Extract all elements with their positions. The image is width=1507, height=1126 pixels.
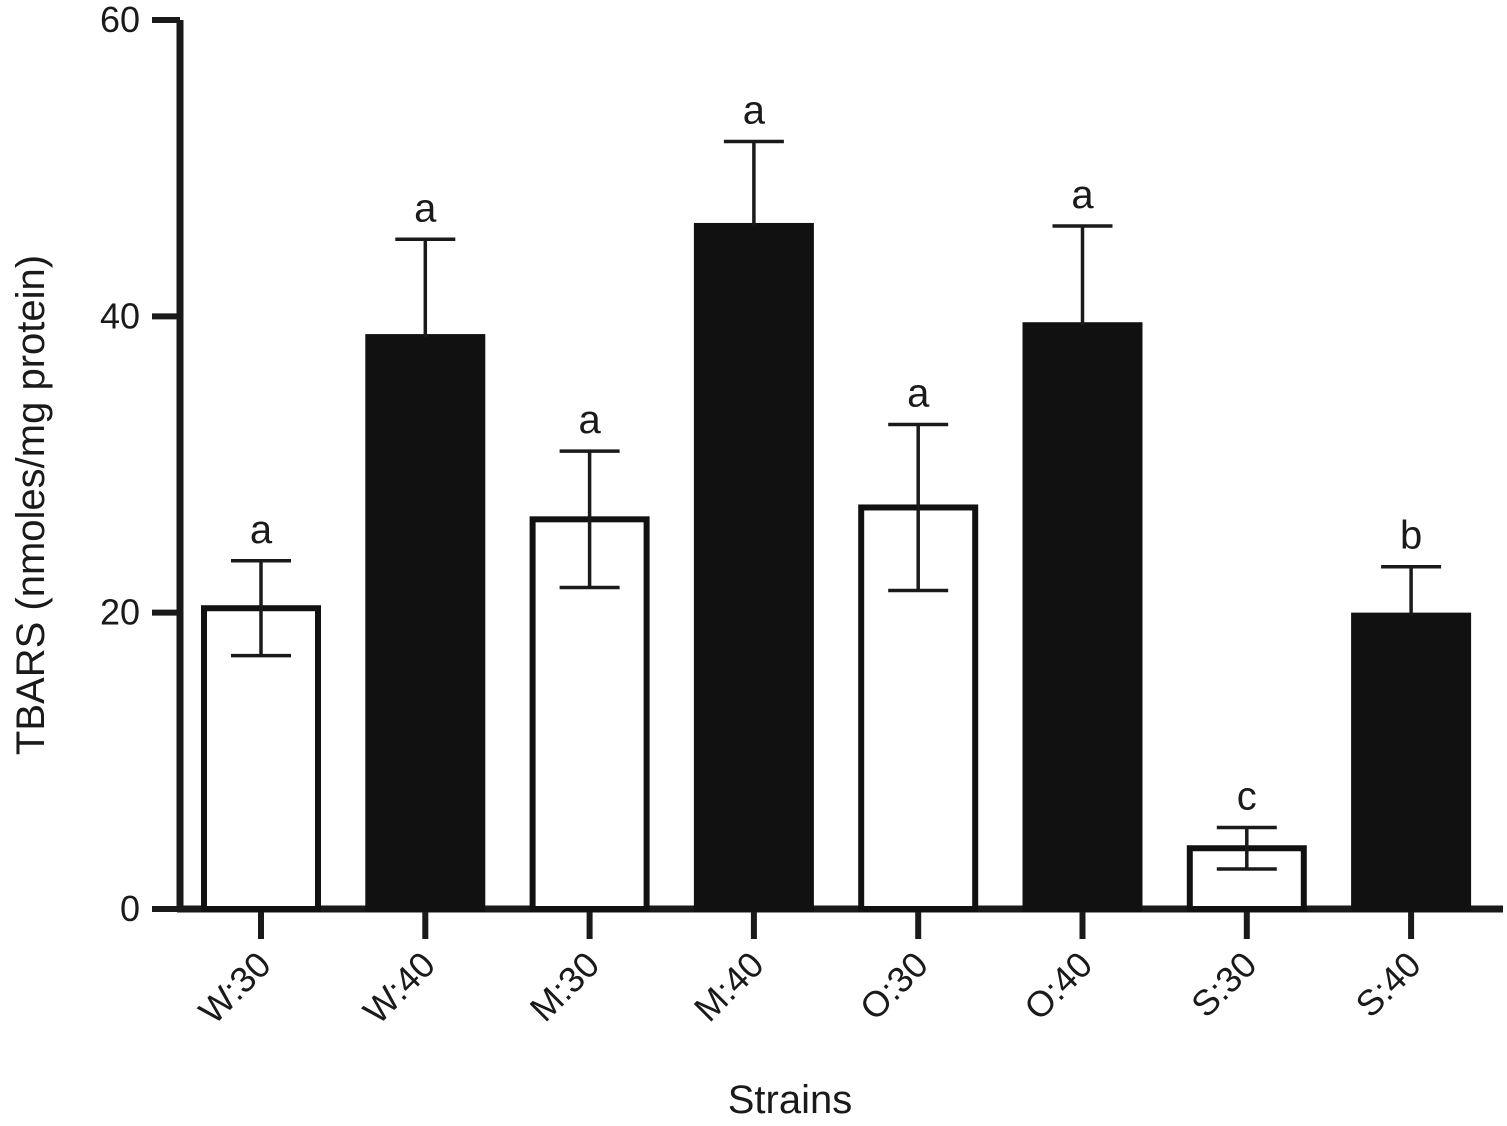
y-axis-title: TBARS (nmoles/mg protein)	[9, 255, 53, 755]
significance-label: c	[1237, 775, 1257, 819]
significance-label: a	[1071, 173, 1094, 217]
y-tick-label: 60	[100, 0, 140, 40]
x-tick-label: M:30	[522, 944, 608, 1030]
bar	[201, 605, 321, 912]
y-tick-label: 20	[100, 592, 140, 633]
axes	[152, 17, 1503, 939]
significance-label: a	[414, 186, 437, 230]
significance-label: a	[578, 398, 601, 442]
bar	[1022, 322, 1143, 912]
significance-label: b	[1400, 514, 1422, 558]
x-tick-label: S:40	[1347, 944, 1428, 1025]
bars: a a a a a a c b	[201, 88, 1472, 912]
significance-label: a	[907, 371, 930, 415]
x-tick-label: O:40	[1016, 944, 1100, 1028]
x-tick-label: W:30	[191, 944, 279, 1032]
x-axis-title: Strains	[728, 1078, 853, 1122]
bar	[693, 222, 814, 912]
x-tick-label: M:40	[686, 944, 772, 1030]
bar	[365, 334, 486, 912]
y-tick-label: 0	[120, 888, 140, 929]
x-tick-label: S:30	[1183, 944, 1264, 1025]
x-tick-label: W:40	[355, 944, 443, 1032]
bar	[1351, 612, 1472, 912]
x-tick-label: O:30	[852, 944, 936, 1028]
significance-label: a	[743, 88, 766, 132]
y-tick-label: 40	[100, 295, 140, 336]
significance-label: a	[250, 508, 273, 552]
